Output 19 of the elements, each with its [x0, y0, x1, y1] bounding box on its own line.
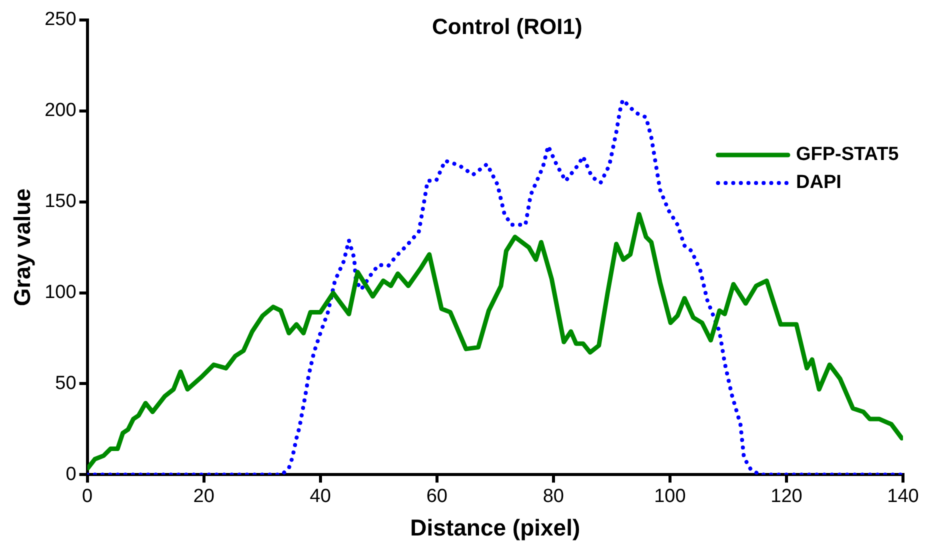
y-tick-label: 100 [44, 282, 76, 303]
y-tick-label: 200 [44, 100, 76, 122]
y-tick-label: 50 [55, 372, 76, 394]
x-tick-label: 60 [426, 486, 448, 508]
x-tick-label: 0 [82, 486, 93, 508]
x-tick-label: 140 [887, 486, 919, 508]
legend-label: GFP-STAT5 [796, 144, 900, 166]
x-tick-label: 100 [654, 486, 686, 508]
y-tick-label: 0 [66, 464, 76, 485]
y-tick-label: 150 [44, 191, 76, 212]
x-tick-label: 120 [770, 486, 802, 508]
x-tick-label: 20 [193, 486, 214, 508]
x-tick-label: 80 [542, 486, 564, 508]
y-axis-title: Gray value [9, 188, 36, 306]
x-axis-title: Distance (pixel) [410, 514, 580, 541]
y-tick-label: 250 [44, 9, 76, 30]
x-tick-label: 40 [310, 486, 331, 508]
chart-title: Control (ROI1) [432, 14, 582, 40]
legend-label: DAPI [796, 172, 842, 194]
